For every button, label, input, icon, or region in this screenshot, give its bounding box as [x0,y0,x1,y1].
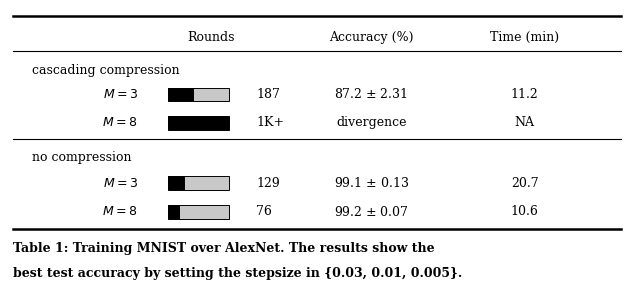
Text: 1K+: 1K+ [256,116,284,130]
Text: $M = 8$: $M = 8$ [102,205,138,218]
Bar [168,116,229,130]
Text: 87.2 $\pm$ 2.31: 87.2 $\pm$ 2.31 [334,88,408,101]
Text: 187: 187 [256,88,280,101]
Bar [168,88,229,101]
Text: 11.2: 11.2 [511,88,539,101]
Text: Time (min): Time (min) [490,31,559,44]
Text: 99.1 $\pm$ 0.13: 99.1 $\pm$ 0.13 [333,176,409,190]
Text: $M = 3$: $M = 3$ [102,88,138,101]
Text: best test accuracy by setting the stepsize in {0.03, 0.01, 0.005}.: best test accuracy by setting the stepsi… [13,267,462,280]
Text: 99.2 $\pm$ 0.07: 99.2 $\pm$ 0.07 [334,205,408,219]
Text: $M = 8$: $M = 8$ [102,116,138,130]
Bar [168,176,229,190]
Text: 76: 76 [256,205,272,218]
Bar [168,205,180,219]
Text: 20.7: 20.7 [511,176,539,190]
Text: cascading compression: cascading compression [32,63,180,77]
Text: divergence: divergence [336,116,406,130]
Text: Table 1: Training MNIST over AlexNet. The results show the: Table 1: Training MNIST over AlexNet. Th… [13,242,435,255]
Text: no compression: no compression [32,151,131,164]
Text: $M = 3$: $M = 3$ [102,176,138,190]
Bar [168,88,193,101]
Bar [168,205,229,219]
Text: 129: 129 [256,176,280,190]
Bar [168,176,185,190]
Text: 10.6: 10.6 [511,205,539,218]
Text: Accuracy (%): Accuracy (%) [329,31,413,44]
Text: NA: NA [515,116,535,130]
Bar [168,116,229,130]
Text: Rounds: Rounds [188,31,235,44]
